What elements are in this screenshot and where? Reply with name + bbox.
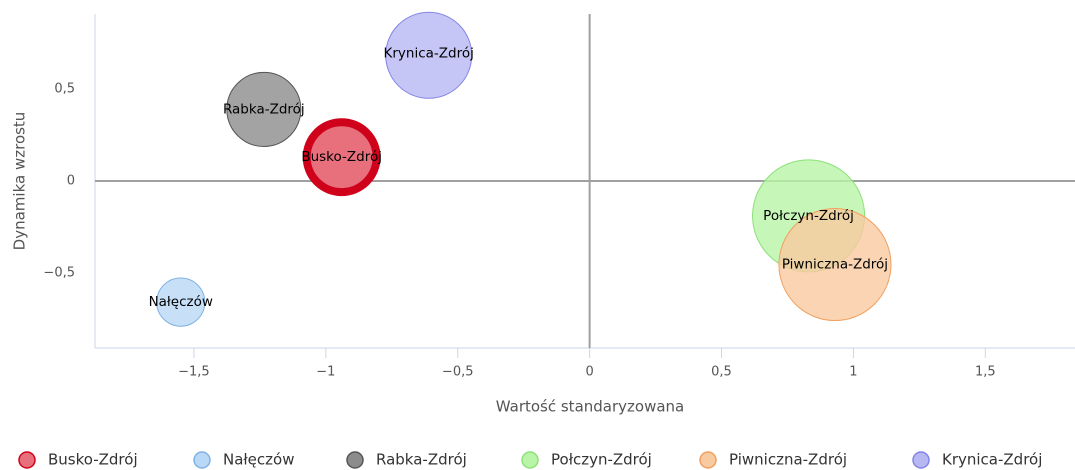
x-axis-label: Wartość standaryzowana [496,398,684,416]
y-axis-label: Dynamika wzrostu [11,112,29,251]
legend-label: Piwniczna-Zdrój [729,451,847,469]
legend-symbol [346,451,364,469]
x-tick-label: 1,5 [975,365,996,380]
legend-label: Rabka-Zdrój [376,451,467,469]
legend-item: Piwniczna-Zdrój [699,451,847,469]
bubble-label: Busko-Zdrój [301,149,382,165]
x-tick-label: 0,5 [711,365,732,380]
legend-symbol [699,451,717,469]
x-tick-label: 0 [585,365,593,380]
legend-symbol [912,451,930,469]
bubble-label: Krynica-Zdrój [384,45,474,61]
x-tick-label: −1 [316,365,335,380]
bubble-label: Rabka-Zdrój [223,101,305,117]
legend-symbol [18,451,36,469]
y-tick-label: −0,5 [43,265,75,280]
bubble [778,207,892,322]
x-tick-label: 1 [849,365,857,380]
bubble [302,118,381,197]
bubble-label: Piwniczna-Zdrój [782,257,888,273]
bubble [156,277,206,327]
legend-item: Busko-Zdrój [18,451,138,469]
legend-symbol [193,451,211,469]
legend-item: Rabka-Zdrój [346,451,467,469]
legend-label: Nałęczów [223,451,294,469]
legend-label: Krynica-Zdrój [942,451,1042,469]
legend-label: Połczyn-Zdrój [551,451,652,469]
y-tick-label: 0 [67,174,75,189]
bubble-label: Nałęczów [149,294,213,310]
bubble-label: Połczyn-Zdrój [763,208,854,224]
legend-item: Krynica-Zdrój [912,451,1042,469]
legend-item: Połczyn-Zdrój [521,451,652,469]
legend-item: Nałęczów [193,451,294,469]
legend-label: Busko-Zdrój [48,451,138,469]
bubble [226,71,302,147]
x-tick-label: −1,5 [178,365,210,380]
bubble [385,11,473,99]
x-tick-label: −0,5 [442,365,474,380]
legend-symbol [521,451,539,469]
y-tick-label: 0,5 [54,82,75,97]
